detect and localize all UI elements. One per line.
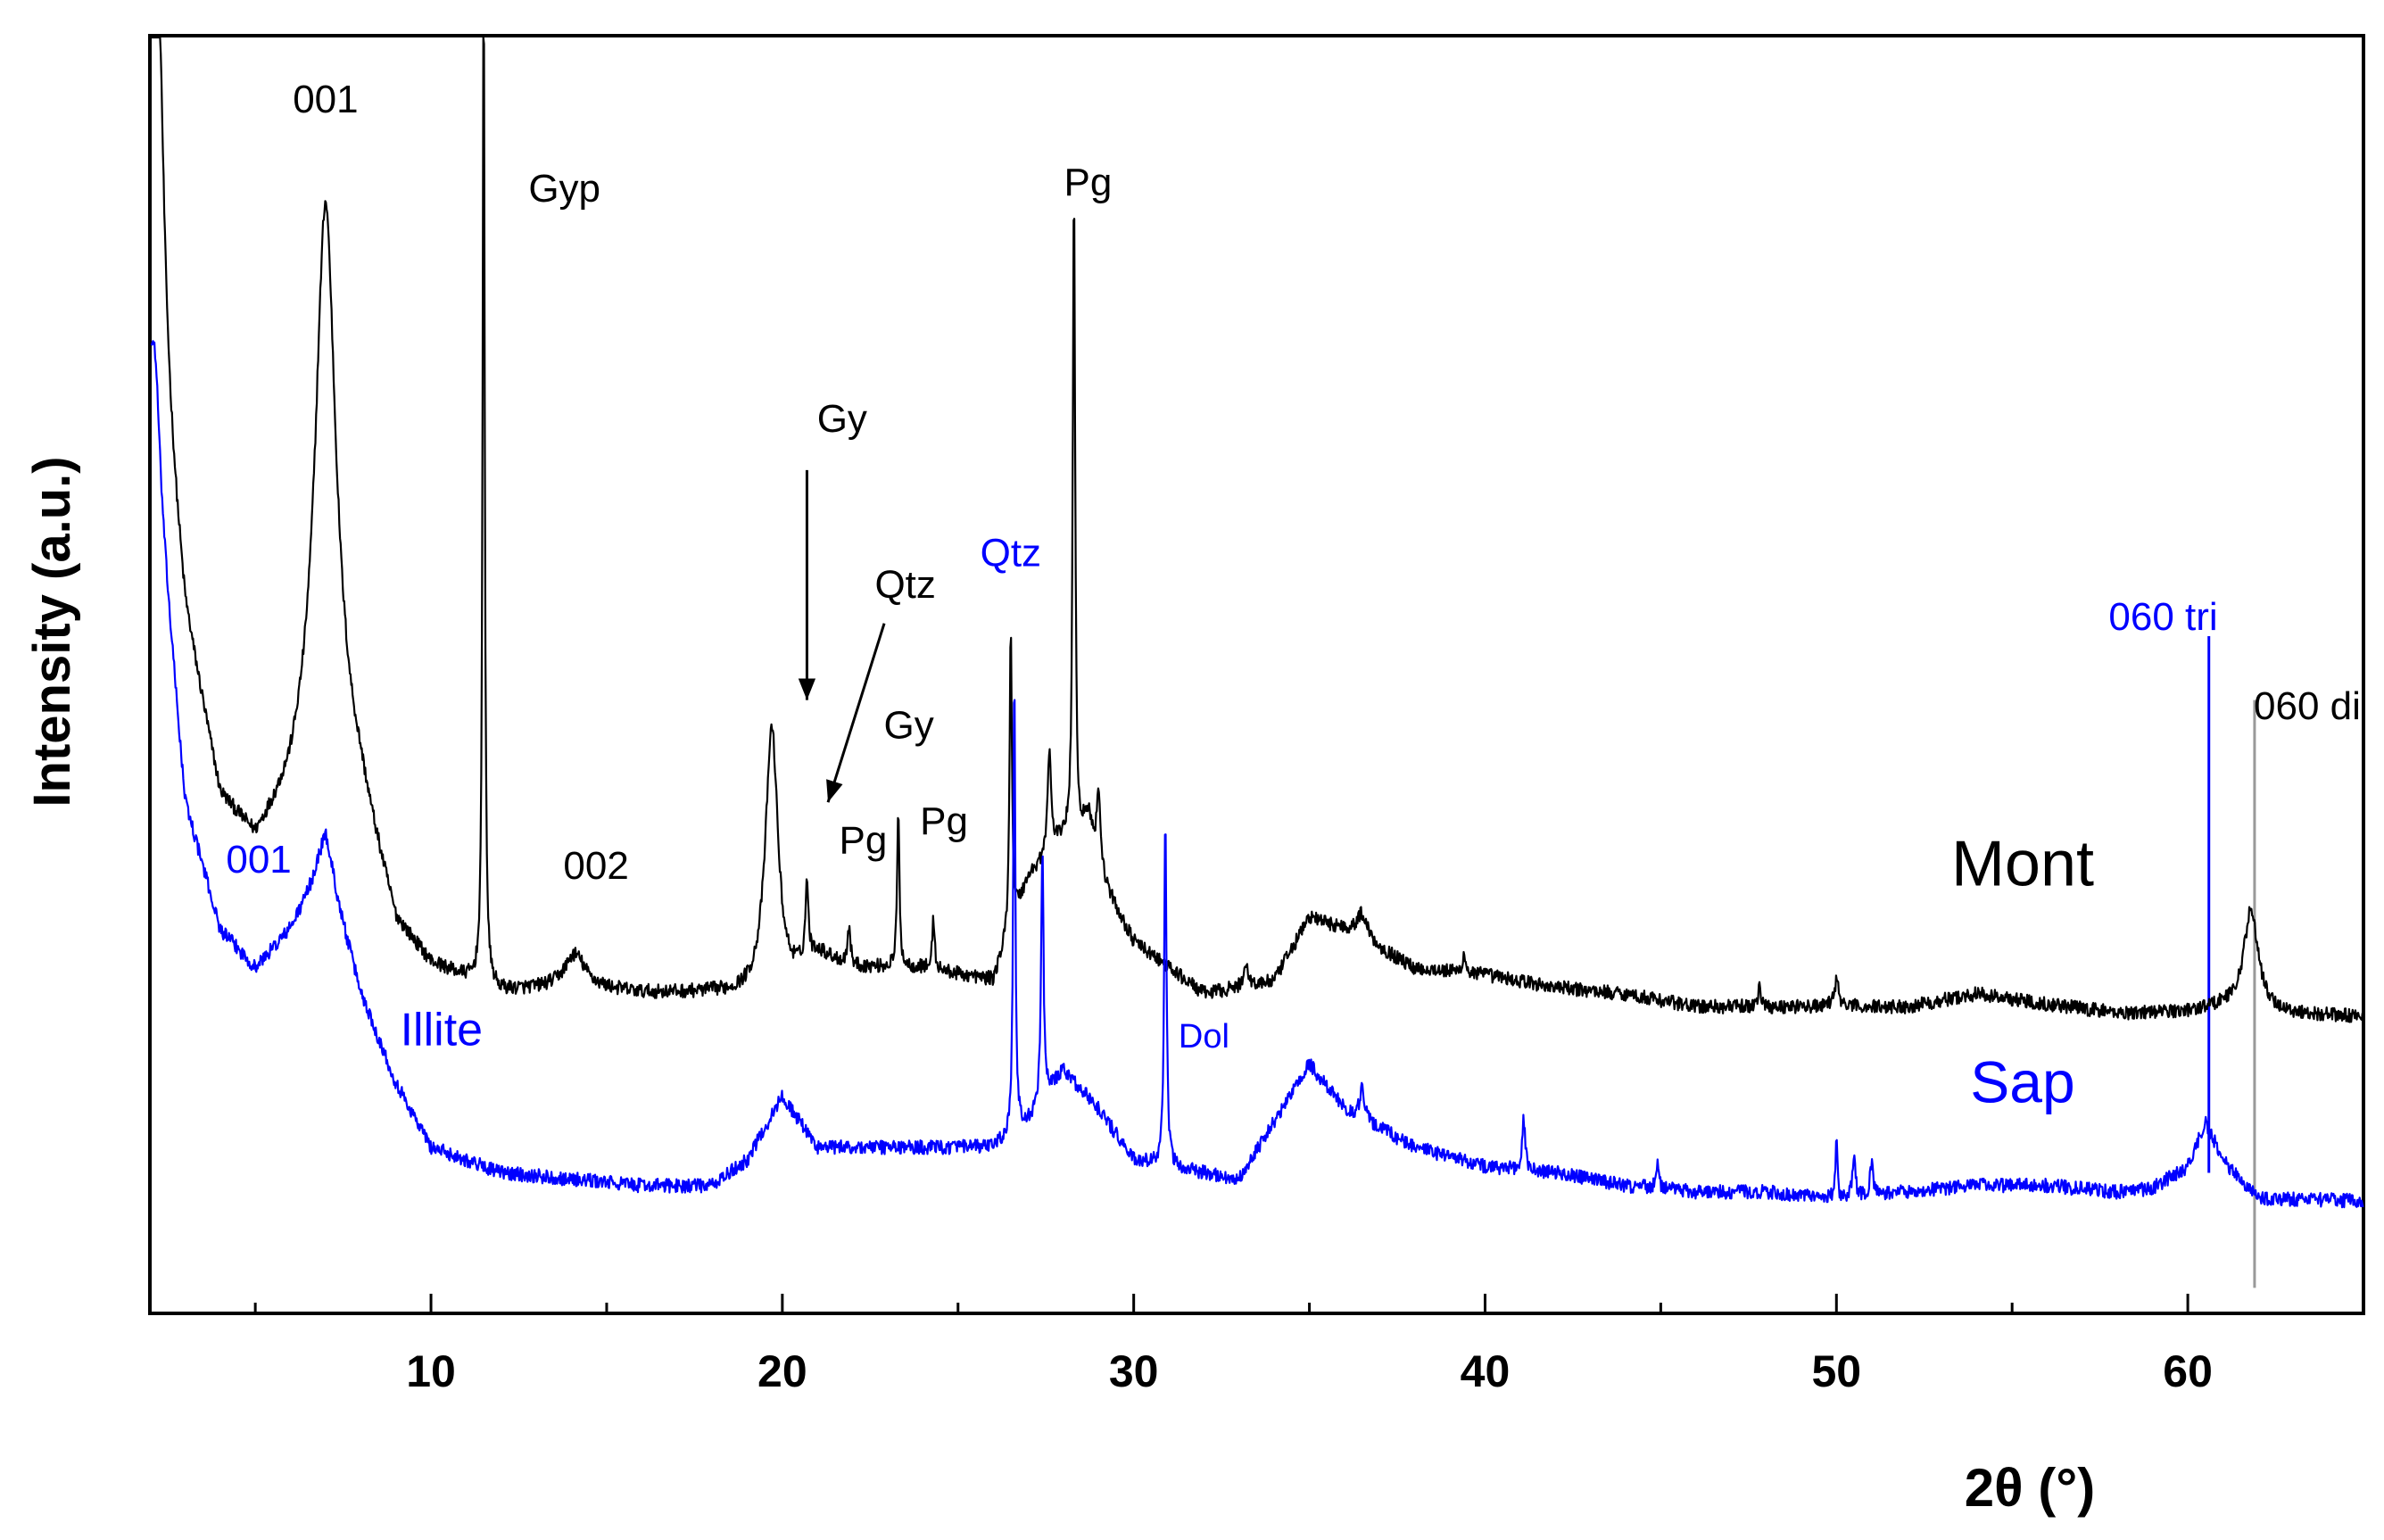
peak-annotation: Qtz bbox=[874, 563, 935, 607]
peak-annotation: Gy bbox=[884, 704, 934, 748]
peak-annotation: Dol bbox=[1179, 1018, 1229, 1056]
peak-annotation: 060 di bbox=[2254, 684, 2361, 728]
peak-annotation: Illite bbox=[401, 1004, 483, 1056]
series-line-sap bbox=[150, 340, 2364, 1209]
annotation-arrow-head bbox=[826, 779, 843, 803]
annotation-arrow-head bbox=[798, 678, 816, 700]
x-tick-label: 40 bbox=[1461, 1346, 1511, 1396]
peak-annotation: Mont bbox=[1951, 828, 2094, 899]
x-axis-title: 2θ (°) bbox=[1965, 1458, 2095, 1518]
peak-annotation: Gy bbox=[817, 397, 867, 441]
peak-annotation: Sap bbox=[1970, 1049, 2074, 1115]
peak-annotation: Pg bbox=[1064, 161, 1113, 204]
x-tick-label: 30 bbox=[1109, 1346, 1159, 1396]
peak-annotation: Pg bbox=[920, 799, 968, 843]
x-tick-label: 20 bbox=[757, 1346, 807, 1396]
x-tick-label: 10 bbox=[406, 1346, 456, 1396]
series-line-mont bbox=[151, 36, 2364, 1023]
peak-annotation: 060 tri bbox=[2108, 595, 2217, 639]
x-tick-label: 60 bbox=[2163, 1346, 2213, 1396]
peak-annotation: Qtz bbox=[981, 531, 1041, 575]
x-tick-label: 50 bbox=[1811, 1346, 1861, 1396]
peak-annotation: 001 bbox=[293, 78, 358, 121]
y-axis-title: Intensity (a.u.) bbox=[23, 456, 81, 807]
plot-frame bbox=[148, 34, 2365, 1315]
peak-annotation: Pg bbox=[840, 818, 888, 862]
peak-annotation: Gyp bbox=[528, 167, 600, 211]
peak-annotation: 002 bbox=[563, 844, 628, 888]
peak-annotation: 001 bbox=[226, 838, 291, 882]
annotation-arrow-line bbox=[826, 623, 886, 803]
